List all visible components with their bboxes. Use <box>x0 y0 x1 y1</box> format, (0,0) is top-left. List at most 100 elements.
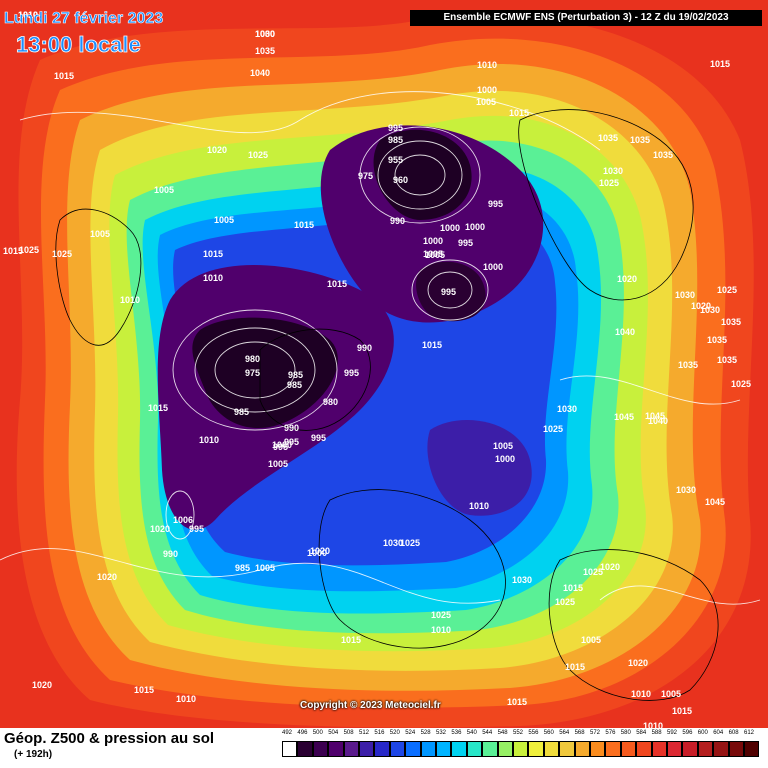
pressure-label: 985 <box>388 135 403 145</box>
pressure-label: 1015 <box>563 583 583 593</box>
color-scale-swatch <box>312 741 329 757</box>
pressure-label: 1000 <box>483 262 503 272</box>
color-scale-swatch <box>636 741 652 757</box>
pressure-label: 990 <box>357 343 372 353</box>
pressure-label: 1005 <box>154 185 174 195</box>
pressure-label: 1025 <box>400 538 420 548</box>
pressure-label: 1010 <box>199 435 219 445</box>
color-scale-tick: 568 <box>574 730 585 736</box>
coastlines <box>55 109 719 701</box>
map-title: Géop. Z500 & pression au sol <box>4 730 215 747</box>
pressure-label: 1005 <box>423 249 443 259</box>
pressure-label: 980 <box>245 354 260 364</box>
forecast-map: 1010 1030 1035 1040 1015 1015 1010 1000 1005 1015… <box>0 0 768 728</box>
z500-core-west <box>192 317 338 429</box>
color-scale-swatch <box>590 741 606 757</box>
color-scale-tick: 532 <box>436 730 447 736</box>
pressure-label: 995 <box>311 433 326 443</box>
pressure-label: 995 <box>189 524 204 534</box>
pressure-label: 990 <box>284 423 299 433</box>
pressure-label: 1025 <box>555 597 575 607</box>
color-scale-swatch <box>451 741 467 757</box>
color-scale-tick: 544 <box>482 730 493 736</box>
forecast-date: Lundi 27 février 2023 <box>4 10 164 28</box>
color-scale-tick: 540 <box>466 730 477 736</box>
pressure-label: 995 <box>273 442 288 452</box>
color-scale-tick: 604 <box>713 730 724 736</box>
pressure-label: 1025 <box>599 178 619 188</box>
color-scale-tick: 528 <box>420 730 431 736</box>
pressure-label: 995 <box>441 287 456 297</box>
pressure-label: 1025 <box>717 285 737 295</box>
color-scale-tick: 496 <box>297 730 308 736</box>
color-scale-tick: 596 <box>682 730 693 736</box>
pressure-label: 1000 <box>440 223 460 233</box>
pressure-label: 1015 <box>3 246 23 256</box>
pressure-label: 955 <box>388 155 403 165</box>
pressure-label: 995 <box>458 238 473 248</box>
color-scale-tick: 588 <box>651 730 662 736</box>
pressure-label: 995 <box>388 123 403 133</box>
color-scale-swatch <box>436 741 452 757</box>
pressure-label: 1010 <box>120 295 140 305</box>
pressure-label: 1000 <box>272 440 292 450</box>
pressure-label: 1030 <box>700 305 720 315</box>
pressure-label: 960 <box>393 175 408 185</box>
color-scale-tick: 556 <box>528 730 539 736</box>
legend-footer: Géop. Z500 & pression au sol (+ 192h) 49… <box>0 728 768 768</box>
color-scale-tick: 492 <box>282 730 293 736</box>
pressure-label: 1015 <box>422 340 442 350</box>
pressure-label: 1005 <box>581 635 601 645</box>
pressure-label: 1030 <box>603 166 623 176</box>
pressure-label: 1025 <box>248 150 268 160</box>
color-scale-tick: 516 <box>374 730 385 736</box>
color-scale-swatch <box>420 741 436 757</box>
pressure-label: 1015 <box>327 279 347 289</box>
color-scale-swatch <box>513 741 529 757</box>
pressure-label: 1005 <box>90 229 110 239</box>
pressure-label: 1015 <box>294 220 314 230</box>
color-scale-tick: 508 <box>343 730 354 736</box>
color-scale-swatch <box>682 741 698 757</box>
pressure-label: 990 <box>390 216 405 226</box>
color-scale-swatch <box>359 741 375 757</box>
model-run-banner: Ensemble ECMWF ENS (Perturbation 3) - 12… <box>410 10 762 26</box>
color-scale-swatch <box>713 741 729 757</box>
color-scale-tick: 600 <box>697 730 708 736</box>
pressure-label: 1015 <box>509 108 529 118</box>
pressure-label: 1010 <box>18 10 38 20</box>
color-scale-tick: 552 <box>513 730 524 736</box>
color-scale-tick: 524 <box>405 730 416 736</box>
z500-trough-south <box>427 420 532 516</box>
pressure-label: 995 <box>284 437 299 447</box>
pressure-label: 1010 <box>431 625 451 635</box>
pressure-label: 1020 <box>628 658 648 668</box>
color-scale-tick: 512 <box>359 730 370 736</box>
pressure-label: 1035 <box>717 355 737 365</box>
isobars <box>0 91 761 605</box>
color-scale-tick: 536 <box>451 730 462 736</box>
pressure-label: 1005 <box>268 459 288 469</box>
pressure-label: 1040 <box>615 327 635 337</box>
pressure-label: 1020 <box>600 562 620 572</box>
color-scale-swatch <box>651 741 667 757</box>
geopotential-pressure-map: 1010 1030 1035 1040 1015 1015 1010 1000 1005 1015… <box>0 0 768 728</box>
color-scale-swatch <box>744 741 760 757</box>
pressure-label: 1035 <box>598 133 618 143</box>
pressure-label: 1025 <box>52 249 72 259</box>
color-scale-tick: 500 <box>312 730 323 736</box>
pressure-label: 1030 <box>676 485 696 495</box>
pressure-label: 1005 <box>476 97 496 107</box>
pressure-label: 1010 <box>631 689 651 699</box>
pressure-label: 1010 <box>203 273 223 283</box>
color-scale-swatch <box>728 741 744 757</box>
color-scale-swatch <box>620 741 637 757</box>
color-scale-swatch <box>543 741 560 757</box>
pressure-label: 975 <box>358 171 373 181</box>
pressure-label: 1015 <box>341 635 361 645</box>
pressure-label: 985 <box>235 563 250 573</box>
pressure-label: 1005 <box>493 441 513 451</box>
pressure-label: 1040 <box>250 68 270 78</box>
pressure-label: 1035 <box>653 150 673 160</box>
pressure-label: 1000 <box>255 29 275 39</box>
